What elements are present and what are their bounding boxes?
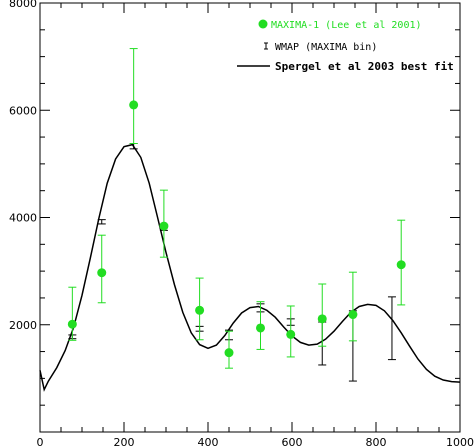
maxima-point (67, 319, 77, 329)
maxima-point (159, 221, 169, 231)
maxima-point (396, 260, 406, 270)
maxima-point-group (396, 219, 406, 306)
legend-label-fit: Spergel et al 2003 best fit (275, 60, 454, 73)
x-tick-label: 0 (37, 436, 44, 448)
maxima-point (129, 100, 139, 110)
y-tick-label: 2000 (9, 319, 37, 332)
series-line (39, 143, 461, 392)
maxima-point-group (159, 189, 169, 258)
y-tick-label: 4000 (9, 212, 37, 225)
x-tick-label: 200 (114, 436, 135, 448)
wmap-errorbar (387, 296, 396, 361)
maxima-point-group (317, 283, 327, 347)
wmap-errorbars-layer (68, 142, 396, 382)
maxima-point (348, 310, 358, 320)
maxima-point (195, 305, 205, 315)
y-tick-label: 6000 (9, 104, 37, 117)
legend-label-wmap: WMAP (MAXIMA bin) (275, 42, 377, 53)
maxima-point (97, 268, 107, 278)
maxima-point-group (256, 301, 265, 350)
maxima-point-group (129, 48, 139, 144)
maxima-point-group (348, 271, 358, 342)
y-tick-label: 8000 (9, 0, 37, 10)
axes-layer: 0 200 400 600 800 1000 2000 4000 6000 8000 (9, 0, 474, 448)
maxima-point (286, 329, 296, 339)
maxima-points-layer (67, 48, 406, 369)
maxima-point-group (195, 277, 205, 341)
maxima-point-group (224, 330, 234, 369)
legend: MAXIMA-1 (Lee et al 2001) WMAP (MAXIMA bi… (237, 19, 454, 73)
x-tick-label: 800 (366, 436, 387, 448)
maxima-point-group (97, 234, 107, 304)
x-tick-label: 400 (198, 436, 219, 448)
wmap-errorbar (97, 219, 106, 225)
maxima-point (256, 323, 265, 333)
legend-label-maxima: MAXIMA-1 (Lee et al 2001) (271, 20, 422, 31)
maxima-point-group (286, 305, 296, 358)
maxima-point (224, 348, 234, 358)
x-tick-label: 600 (282, 436, 303, 448)
x-tick-label: 1000 (446, 436, 474, 448)
maxima-point-group (67, 286, 77, 341)
fit-curve-layer (39, 143, 461, 392)
legend-marker-maxima (258, 19, 268, 29)
maxima-point (317, 314, 327, 324)
